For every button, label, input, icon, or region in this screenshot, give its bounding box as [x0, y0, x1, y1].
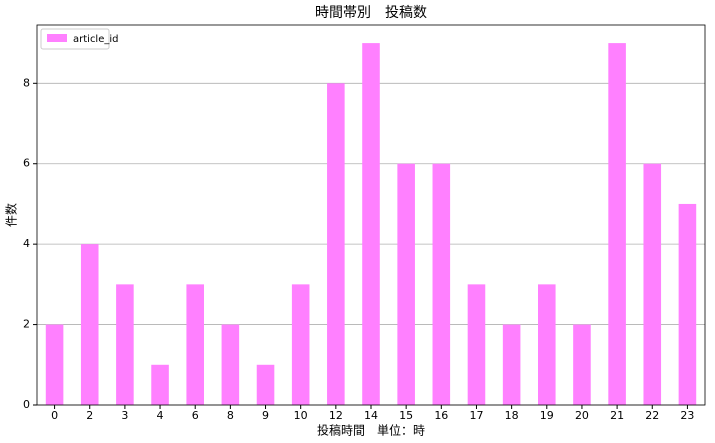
chart-title: 時間帯別 投稿数: [315, 5, 427, 21]
x-tick-label: 19: [540, 409, 554, 422]
x-tick-label: 17: [469, 409, 483, 422]
y-tick-label: 8: [23, 76, 30, 89]
x-tick-label: 16: [434, 409, 448, 422]
y-tick-label: 2: [23, 318, 30, 331]
bar: [502, 324, 521, 405]
bar: [256, 364, 275, 405]
bar: [186, 284, 204, 405]
x-tick-label: 14: [364, 409, 378, 422]
y-tick-label: 6: [23, 157, 30, 170]
x-tick-label: 22: [645, 409, 659, 422]
y-tick-label: 4: [23, 237, 30, 250]
x-tick-label: 23: [680, 409, 694, 422]
x-tick-label: 6: [192, 409, 199, 422]
plot-frame: [36, 24, 706, 406]
x-axis-label: 投稿時間 単位：時: [317, 423, 425, 438]
y-axis-label: 件数: [4, 203, 19, 227]
x-tick-label: 10: [294, 409, 308, 422]
x-tick-label: 0: [51, 409, 58, 422]
x-tick-label: 20: [575, 409, 589, 422]
x-tick-label: 18: [505, 409, 519, 422]
x-tick-label: 9: [262, 409, 269, 422]
legend-swatch: [47, 34, 67, 42]
x-tick-label: 21: [610, 409, 624, 422]
x-tick-label: 15: [399, 409, 413, 422]
bar: [327, 83, 345, 405]
x-tick-label: 4: [157, 409, 164, 422]
bar: [116, 284, 134, 405]
y-tick-label: 0: [23, 398, 30, 411]
bar: [573, 324, 591, 405]
bar: [151, 364, 169, 405]
bar: [678, 203, 697, 405]
bar: [432, 163, 451, 405]
bar: [608, 43, 626, 405]
x-tick-label: 8: [227, 409, 234, 422]
bar: [291, 284, 310, 405]
x-tick-label: 12: [329, 409, 343, 422]
bar: [643, 163, 662, 405]
bar: [221, 324, 240, 405]
bar: [467, 284, 486, 405]
bar: [80, 244, 99, 405]
bar: [45, 324, 64, 405]
bar: [538, 284, 556, 405]
x-tick-label: 2: [86, 409, 93, 422]
bar: [397, 163, 415, 405]
legend-label: article_id: [73, 34, 119, 45]
x-tick-label: 3: [121, 409, 128, 422]
bar: [362, 43, 380, 405]
